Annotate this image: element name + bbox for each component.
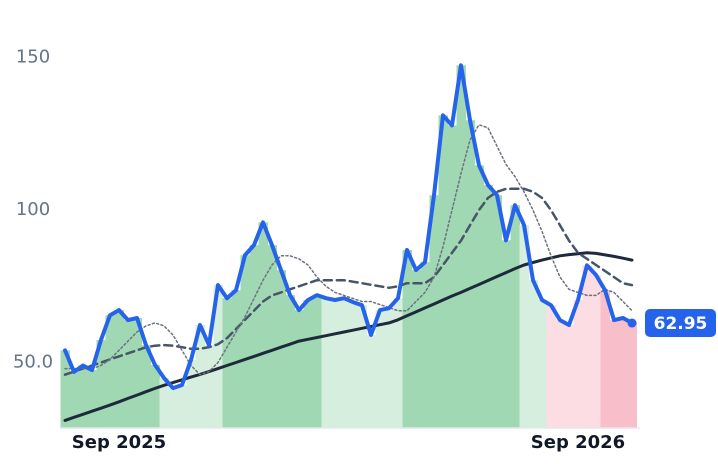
price-bar [339,298,349,428]
series-line [63,187,634,376]
price-bar [474,165,484,429]
last-value-label: 62.95 [654,314,708,334]
series-line [63,63,634,391]
price-bar [321,298,331,428]
series-line [64,124,633,376]
price-bar [429,195,439,428]
price-bar [348,302,358,428]
price-bar [402,250,412,428]
price-bar [78,365,88,428]
price-bar [600,290,610,428]
price-bar [456,65,466,428]
price-bar [213,285,223,428]
price-bar [501,240,511,428]
price-bar [96,339,106,428]
price-bar [123,320,133,428]
price-bar [438,115,448,429]
price-bar [222,298,232,428]
price-bar [618,317,628,428]
last-point [627,318,637,328]
price-bar [366,335,376,428]
price-bar [555,320,565,428]
price-bar [519,225,529,428]
price-bar [609,320,619,428]
last-value-badge [645,309,716,338]
price-bar [564,324,574,428]
price-bar [285,295,295,428]
price-bar [375,310,385,428]
series-line [63,251,634,422]
price-bar [150,364,160,428]
price-bar [60,350,70,428]
price-bar [168,388,178,428]
x-tick-label: Sep 2025 [72,432,166,453]
price-bar [294,310,304,428]
price-bar [114,310,124,428]
price-bar [177,385,187,428]
price-bar [249,245,259,428]
price-bar [267,245,277,428]
price-bar [312,295,322,428]
price-bar [546,305,556,428]
price-bar [537,300,547,428]
price-bar [627,323,637,428]
price-bar [258,222,268,428]
price-bar [357,305,367,428]
price-bar [240,255,250,428]
price-bar [276,270,286,428]
price-bar [582,265,592,428]
price-bar [186,360,196,428]
y-tick-label: 100 [16,199,50,220]
price-bar [411,270,421,428]
price-bar [393,298,403,428]
price-bar [384,308,394,428]
price-bar [465,120,475,428]
price-bar [132,317,142,428]
price-bar [510,205,520,428]
price-bar [87,370,97,428]
price-bar [420,262,430,428]
price-bar [105,315,115,428]
y-tick-label: 150 [16,47,50,68]
price-bar [204,345,214,428]
price-bar [483,185,493,428]
y-tick-label: 50.0 [13,351,53,372]
price-bar [573,300,583,428]
price-bar [303,300,313,428]
price-bar [69,371,79,428]
price-bar [447,125,457,428]
price-bar [159,378,169,428]
price-bar [195,324,205,428]
price-bar [492,195,502,428]
price-bar [330,300,340,428]
x-tick-label: Sep 2026 [531,432,625,453]
price-bar [528,280,538,428]
price-bar [141,345,151,428]
price-bar [231,290,241,428]
price-bar [591,275,601,428]
